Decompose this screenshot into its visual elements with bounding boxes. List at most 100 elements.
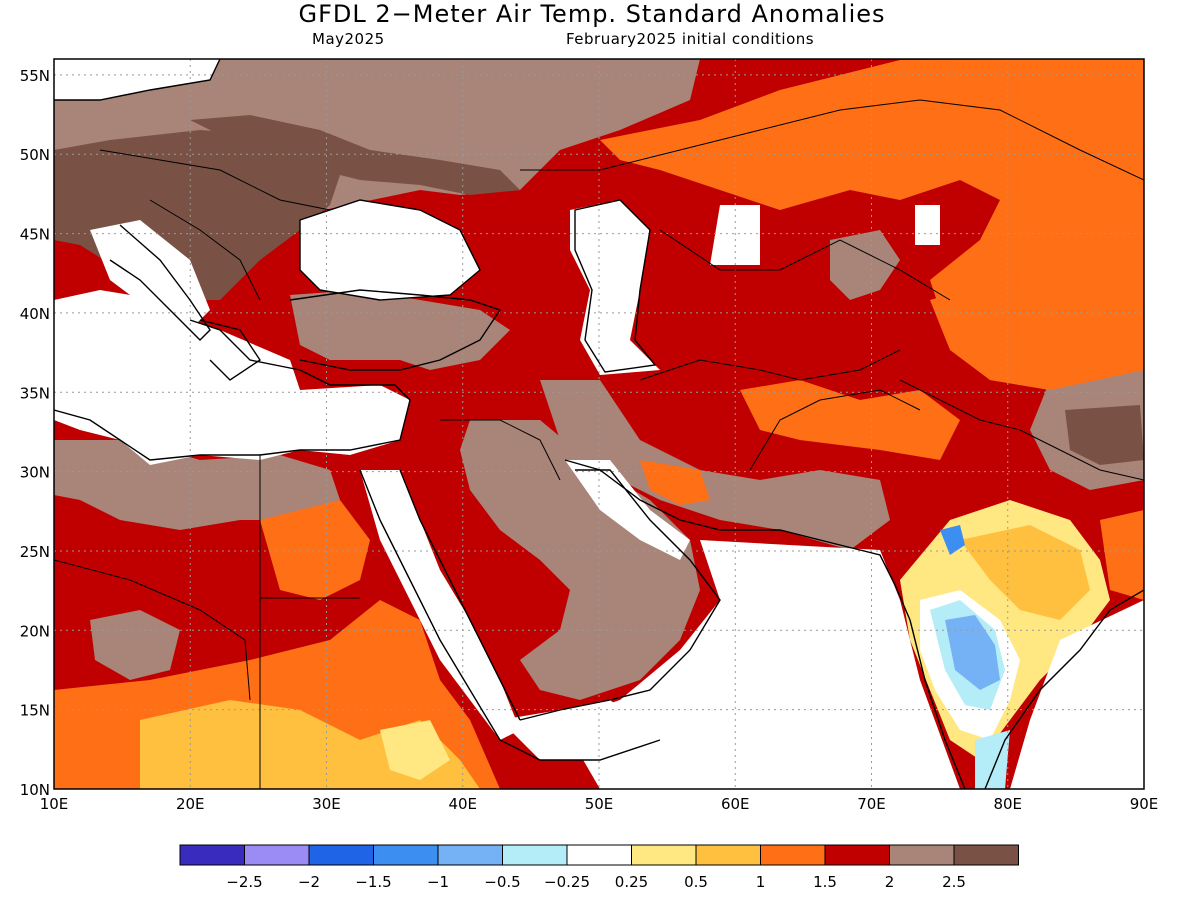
mask-italy-region — [90, 220, 210, 330]
lat-tick-label: 10N — [20, 781, 50, 799]
field-iran-orange — [640, 460, 710, 505]
border-asia-4 — [899, 379, 1144, 481]
longitude-labels: 10E 20E 30E 40E 50E 60E 70E 80E 90E — [40, 795, 1159, 813]
colorbar-swatch — [889, 844, 955, 866]
lat-tick-label: 15N — [20, 702, 50, 720]
colorbar-swatch — [244, 844, 310, 866]
colorbar-swatch — [179, 844, 245, 866]
border-russia — [520, 99, 1144, 181]
mask-persian-gulf — [565, 460, 690, 560]
lat-tick-label: 40N — [20, 305, 50, 323]
colorbar-swatch — [953, 844, 1019, 866]
coast-africa-horn — [499, 739, 661, 761]
colorbar-label: 2 — [885, 873, 895, 891]
lon-tick-label: 80E — [993, 795, 1022, 813]
colorbar-label: 1.5 — [813, 873, 837, 891]
field-tibet-dark-brown — [1065, 405, 1144, 465]
coast-arabia — [519, 469, 721, 721]
colorbar-label: −2.5 — [226, 873, 262, 891]
colorbar: −2.5 −2 −1.5 −1 −0.5 −0.25 0.25 0.5 1 1.5 2 2.5 — [179, 844, 1019, 891]
lon-tick-label: 20E — [176, 795, 205, 813]
border-africa-2 — [54, 559, 251, 701]
field-nafrica-light-brown — [54, 440, 340, 530]
colorbar-swatch — [760, 844, 826, 866]
field-india-lightorange — [960, 525, 1090, 620]
border-asia-3 — [749, 389, 921, 471]
coast-north-europe — [54, 59, 221, 101]
colorbar-swatch — [308, 844, 374, 866]
lat-tick-label: 25N — [20, 543, 50, 561]
map-title: GFDL 2−Meter Air Temp. Standard Anomalie… — [298, 0, 886, 28]
field-eafrica-yellow — [380, 720, 450, 780]
colorbar-swatch — [695, 844, 761, 866]
lon-tick-label: 60E — [721, 795, 750, 813]
colorbar-label: −2 — [298, 873, 320, 891]
lon-tick-label: 70E — [857, 795, 886, 813]
field-eafrica-orange-2 — [260, 500, 370, 600]
field-europe-dark-brown-2 — [190, 115, 520, 195]
coast-india-west — [894, 584, 966, 789]
border-europe-2 — [149, 199, 261, 301]
gridlines — [54, 59, 1144, 789]
border-mideast — [440, 419, 561, 481]
field-india-blue — [940, 525, 965, 555]
colorbar-label: 0.25 — [615, 873, 648, 891]
field-centralasia-light-brown — [830, 230, 900, 300]
field-anatolia-light-brown — [290, 290, 510, 370]
lat-tick-label: 45N — [20, 226, 50, 244]
colorbar-swatch — [437, 844, 503, 866]
field-iran-light-brown — [540, 380, 890, 550]
field-southasia-orange — [740, 380, 960, 460]
lat-tick-label: 35N — [20, 384, 50, 402]
field-china-orange — [930, 250, 1144, 390]
anomaly-field — [54, 59, 1144, 789]
coast-india-east — [984, 589, 1144, 789]
lon-tick-label: 30E — [312, 795, 341, 813]
mask-north-europe — [54, 59, 220, 100]
colorbar-label: −1 — [427, 873, 449, 891]
coast-italy — [109, 224, 211, 341]
lon-tick-label: 90E — [1130, 795, 1159, 813]
colorbar-swatch — [373, 844, 439, 866]
colorbar-label: −1.5 — [355, 873, 391, 891]
coastlines — [54, 59, 1144, 789]
lat-tick-label: 20N — [20, 622, 50, 640]
colorbar-swatch — [824, 844, 890, 866]
colorbar-swatch — [566, 844, 632, 866]
coast-mediterranean — [54, 319, 411, 461]
lon-tick-label: 40E — [448, 795, 477, 813]
lon-tick-label: 10E — [40, 795, 69, 813]
colorbar-label: −0.5 — [484, 873, 520, 891]
lat-tick-label: 50N — [20, 146, 50, 164]
mask-red-sea — [360, 470, 520, 740]
mask-balkhash — [915, 205, 940, 245]
colorbar-label: −0.25 — [544, 873, 590, 891]
lat-tick-label: 30N — [20, 464, 50, 482]
plot-frame — [53, 58, 1145, 790]
coast-red-sea-east — [399, 469, 521, 721]
coast-anatolia — [289, 289, 502, 371]
coast-black-sea — [299, 199, 481, 301]
mask-mediterranean — [54, 290, 410, 465]
coast-persian-gulf-north — [564, 459, 896, 586]
mask-arabian-sea — [560, 540, 960, 789]
coast-caspian — [574, 199, 657, 373]
field-srilanka-cyan — [975, 730, 1010, 789]
lat-tick-label: 55N — [20, 67, 50, 85]
valid-month-label: May2025 — [312, 30, 385, 48]
field-bay-orange — [1100, 510, 1144, 600]
colorbar-swatch — [502, 844, 568, 866]
mask-bay-of-bengal — [1010, 600, 1144, 789]
border-asia-2 — [659, 229, 951, 301]
latitude-labels: 10N 15N 20N 25N 30N 35N 40N 45N 50N 55N — [20, 67, 50, 799]
mask-black-sea — [300, 200, 480, 300]
lon-tick-label: 50E — [585, 795, 614, 813]
field-arabia-light-brown — [460, 420, 700, 700]
border-asia-1 — [639, 349, 901, 381]
border-europe-1 — [99, 149, 331, 211]
coast-red-sea-west — [359, 469, 501, 741]
mask-caspian — [570, 200, 660, 375]
field-sahel-light-brown — [90, 610, 180, 680]
colorbar-label: 0.5 — [684, 873, 708, 891]
